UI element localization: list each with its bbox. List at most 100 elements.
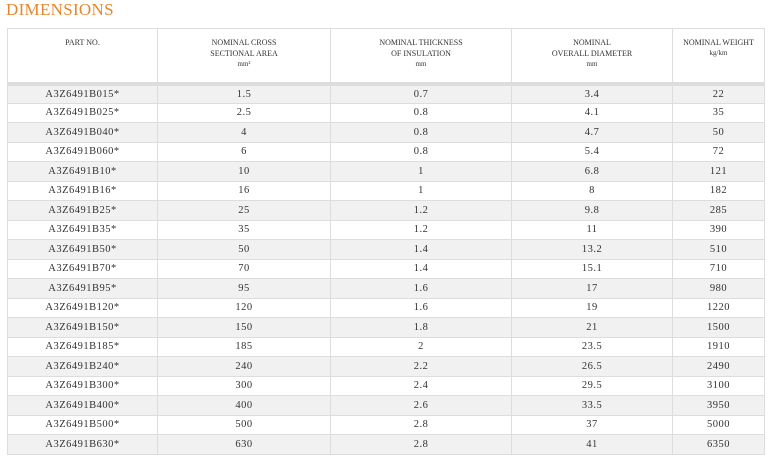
table-row: A3Z6491B50* 50 1.4 13.2 510 xyxy=(7,239,765,260)
table-cell: 1.6 xyxy=(330,297,512,318)
table-row: A3Z6491B10* 10 1 6.8 121 xyxy=(7,161,765,182)
table-cell: 710 xyxy=(672,258,765,279)
table-cell: 2.8 xyxy=(330,434,512,455)
part-number: A3Z6491B025* xyxy=(7,102,158,123)
table-cell: 3.4 xyxy=(511,83,673,104)
table-cell: 25 xyxy=(157,200,331,221)
part-number: A3Z6491B50* xyxy=(7,239,158,260)
table-cell: 1.2 xyxy=(330,219,512,240)
table-cell: 9.8 xyxy=(511,200,673,221)
table-cell: 120 xyxy=(157,297,331,318)
table-cell: 150 xyxy=(157,317,331,338)
table-cell: 35 xyxy=(672,102,765,123)
part-number: A3Z6491B120* xyxy=(7,297,158,318)
table-cell: 1910 xyxy=(672,336,765,357)
table-cell: 1500 xyxy=(672,317,765,338)
table-cell: 6350 xyxy=(672,434,765,455)
part-number: A3Z6491B185* xyxy=(7,336,158,357)
table-cell: 1220 xyxy=(672,297,765,318)
column-header: NOMINAL THICKNESS OF INSULATION mm xyxy=(330,28,512,86)
table-cell: 22 xyxy=(672,83,765,104)
column-header: NOMINAL WEIGHT kg/km xyxy=(672,28,765,86)
table-row: A3Z6491B025* 2.5 0.8 4.1 35 xyxy=(7,102,765,123)
table-cell: 285 xyxy=(672,200,765,221)
part-number: A3Z6491B25* xyxy=(7,200,158,221)
table-cell: 500 xyxy=(157,414,331,435)
table-row: A3Z6491B300* 300 2.4 29.5 3100 xyxy=(7,375,765,396)
part-number: A3Z6491B040* xyxy=(7,122,158,143)
header-unit: kg/km xyxy=(709,49,728,57)
table-cell: 2.6 xyxy=(330,395,512,416)
table-cell: 1.8 xyxy=(330,317,512,338)
header-unit: mm xyxy=(586,60,598,68)
section-title: DIMENSIONS xyxy=(6,0,114,19)
table-cell: 2.4 xyxy=(330,375,512,396)
table-row: A3Z6491B040* 4 0.8 4.7 50 xyxy=(7,122,765,143)
table-row: A3Z6491B35* 35 1.2 11 390 xyxy=(7,219,765,240)
table-cell: 4.1 xyxy=(511,102,673,123)
header-line: NOMINAL WEIGHT xyxy=(683,38,754,47)
table-body: A3Z6491B015* 1.5 0.7 3.4 22 A3Z6491B025* 2.5 0.… xyxy=(7,83,765,455)
table-cell: 2490 xyxy=(672,356,765,377)
part-number: A3Z6491B015* xyxy=(7,83,158,104)
header-line: OVERALL DIAMETER xyxy=(551,49,633,58)
table-cell: 121 xyxy=(672,161,765,182)
table-cell: 72 xyxy=(672,141,765,162)
header-line: OF INSULATION xyxy=(391,49,451,58)
table-cell: 2.2 xyxy=(330,356,512,377)
table-cell: 35 xyxy=(157,219,331,240)
part-number: A3Z6491B150* xyxy=(7,317,158,338)
table-row: A3Z6491B015* 1.5 0.7 3.4 22 xyxy=(7,83,765,104)
table-cell: 510 xyxy=(672,239,765,260)
table-row: A3Z6491B70* 70 1.4 15.1 710 xyxy=(7,258,765,279)
table-row: A3Z6491B16* 16 1 8 182 xyxy=(7,180,765,201)
table-cell: 2.8 xyxy=(330,414,512,435)
table-cell: 50 xyxy=(672,122,765,143)
header-row: PART NO. NOMINAL CROSS SECTIONAL AREA mm² NO… xyxy=(7,28,765,86)
table-cell: 630 xyxy=(157,434,331,455)
part-number: A3Z6491B500* xyxy=(7,414,158,435)
table-cell: 2 xyxy=(330,336,512,357)
header-unit: mm xyxy=(415,60,427,68)
header-line: NOMINAL THICKNESS xyxy=(379,38,463,47)
table-row: A3Z6491B630* 630 2.8 41 6350 xyxy=(7,434,765,455)
header-line: NOMINAL xyxy=(573,38,611,47)
table-cell: 3100 xyxy=(672,375,765,396)
table-cell: 21 xyxy=(511,317,673,338)
part-number: A3Z6491B300* xyxy=(7,375,158,396)
table-cell: 0.8 xyxy=(330,141,512,162)
table-row: A3Z6491B240* 240 2.2 26.5 2490 xyxy=(7,356,765,377)
table-cell: 26.5 xyxy=(511,356,673,377)
dimensions-table: PART NO. NOMINAL CROSS SECTIONAL AREA mm² NO… xyxy=(7,28,765,455)
table-cell: 1.6 xyxy=(330,278,512,299)
table-cell: 5.4 xyxy=(511,141,673,162)
table-cell: 41 xyxy=(511,434,673,455)
table-cell: 4 xyxy=(157,122,331,143)
table-cell: 240 xyxy=(157,356,331,377)
table-cell: 300 xyxy=(157,375,331,396)
table-cell: 6 xyxy=(157,141,331,162)
column-header: NOMINAL CROSS SECTIONAL AREA mm² xyxy=(157,28,331,86)
part-number: A3Z6491B060* xyxy=(7,141,158,162)
part-number: A3Z6491B630* xyxy=(7,434,158,455)
table-row: A3Z6491B060* 6 0.8 5.4 72 xyxy=(7,141,765,162)
table-cell: 182 xyxy=(672,180,765,201)
table-cell: 4.7 xyxy=(511,122,673,143)
table-row: A3Z6491B500* 500 2.8 37 5000 xyxy=(7,414,765,435)
part-number: A3Z6491B35* xyxy=(7,219,158,240)
part-number: A3Z6491B10* xyxy=(7,161,158,182)
table-cell: 33.5 xyxy=(511,395,673,416)
header-line: NOMINAL CROSS xyxy=(211,38,277,47)
column-header: NOMINAL OVERALL DIAMETER mm xyxy=(511,28,673,86)
table-cell: 23.5 xyxy=(511,336,673,357)
part-number: A3Z6491B70* xyxy=(7,258,158,279)
table-cell: 1.4 xyxy=(330,258,512,279)
header-unit: mm² xyxy=(237,60,251,68)
table-cell: 70 xyxy=(157,258,331,279)
table-row: A3Z6491B400* 400 2.6 33.5 3950 xyxy=(7,395,765,416)
table-cell: 1.5 xyxy=(157,83,331,104)
table-row: A3Z6491B25* 25 1.2 9.8 285 xyxy=(7,200,765,221)
table-row: A3Z6491B95* 95 1.6 17 980 xyxy=(7,278,765,299)
table-cell: 13.2 xyxy=(511,239,673,260)
